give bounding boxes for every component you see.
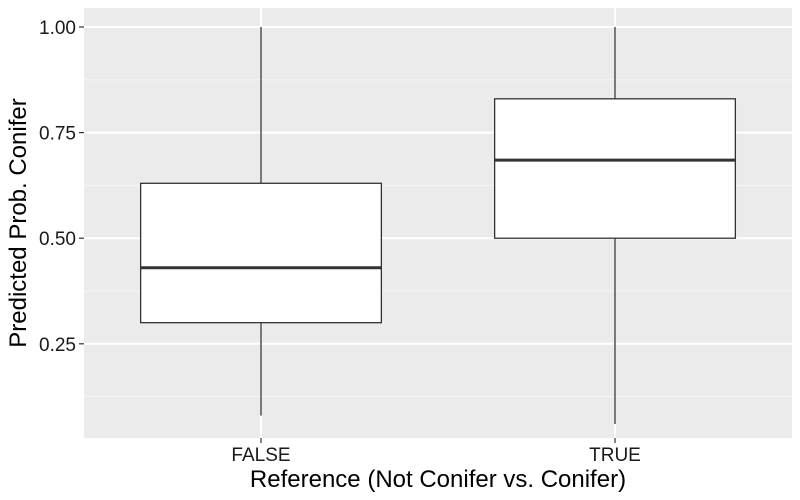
box-iqr [139, 182, 383, 324]
y-axis-title: Predicted Prob. Conifer [5, 98, 32, 347]
box-iqr [493, 98, 737, 239]
x-axis: FALSE TRUE [231, 438, 641, 466]
box-false [139, 27, 383, 416]
y-axis: 0.25 0.50 0.75 1.00 [39, 18, 84, 356]
y-tick-label: 0.75 [39, 124, 76, 145]
boxes [139, 27, 737, 425]
x-tick-label: FALSE [231, 445, 290, 466]
y-tick-label: 0.50 [39, 229, 76, 250]
y-tick-label: 0.25 [39, 335, 76, 356]
box-true [493, 27, 737, 425]
x-tick-label: TRUE [589, 445, 641, 466]
y-tick-label: 1.00 [39, 18, 76, 39]
x-axis-title: Reference (Not Conifer vs. Conifer) [250, 466, 626, 493]
